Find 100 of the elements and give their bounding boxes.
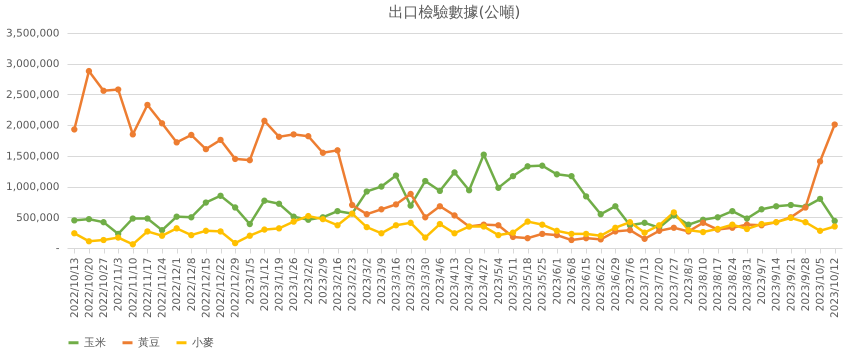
point	[246, 232, 253, 239]
point	[144, 228, 151, 235]
x-tick-label: 2022/11/24	[156, 257, 169, 318]
x-tick-label: 2023/2/16	[332, 257, 344, 312]
x-tick-label: 2023/7/27	[668, 258, 680, 312]
point	[598, 211, 604, 218]
point	[144, 102, 151, 108]
legend-label: 小麥	[192, 336, 214, 349]
point	[436, 188, 444, 194]
point	[729, 222, 736, 228]
point	[641, 229, 648, 236]
point	[582, 230, 590, 238]
point	[539, 222, 546, 228]
point	[816, 228, 824, 234]
x-tick-label: 2023/3/2	[361, 258, 374, 305]
x-tick-label: 2023/9/21	[785, 258, 798, 312]
point	[378, 230, 385, 236]
point	[466, 187, 472, 194]
point	[802, 219, 809, 226]
x-tick-label: 2023/6/22	[595, 258, 608, 312]
x-tick-label: 2023/1/26	[288, 257, 300, 312]
point	[582, 193, 590, 200]
point	[202, 146, 210, 152]
x-tick-label: 2022/10/27	[98, 258, 110, 318]
point	[554, 228, 560, 234]
point	[641, 236, 648, 242]
point	[188, 214, 194, 220]
x-tick-label: 2023/2/2	[302, 258, 315, 305]
point	[480, 151, 487, 158]
point	[495, 232, 502, 238]
y-tick-label: -	[56, 242, 60, 254]
x-tick-label: 2023/8/17	[712, 258, 724, 312]
x-tick-label: 2023/3/16	[390, 257, 403, 312]
x-tick-label: 2023/3/30	[420, 258, 432, 312]
chart-title: 出口檢驗數據(公噸)	[388, 3, 520, 21]
x-tick-label: 2023/3/9	[376, 258, 388, 305]
x-tick-label: 2022/12/15	[200, 258, 212, 318]
point	[832, 218, 838, 224]
x-tick-label: 2023/8/24	[726, 257, 739, 312]
point	[334, 208, 341, 214]
x-tick-label: 2022/11/10	[127, 258, 140, 318]
point	[276, 225, 282, 232]
point	[71, 217, 78, 224]
point	[407, 190, 414, 198]
x-tick-label: 2023/6/8	[566, 258, 578, 305]
point	[495, 184, 502, 191]
point	[100, 219, 107, 226]
point	[305, 212, 312, 220]
x-tick-label: 2023/9/7	[756, 258, 768, 305]
point	[392, 201, 400, 208]
x-tick-label: 2023/9/14	[770, 257, 783, 312]
point	[246, 220, 253, 228]
x-tick-label: 2023/5/25	[536, 258, 549, 312]
x-tick-label: 2023/4/20	[464, 258, 476, 312]
point	[348, 202, 356, 208]
point	[174, 225, 180, 232]
x-tick-label: 2023/8/3	[682, 258, 695, 305]
point	[261, 198, 268, 204]
point	[100, 236, 107, 244]
point	[670, 209, 677, 216]
point	[364, 211, 370, 218]
x-tick-label: 2022/12/1	[171, 258, 184, 312]
point	[773, 203, 780, 210]
point	[612, 224, 619, 231]
point	[714, 214, 721, 220]
point	[378, 183, 385, 190]
x-tick-label: 2022/11/3	[112, 258, 125, 312]
legend-label: 黃豆	[138, 336, 160, 349]
y-tick-label: 1,500,000	[6, 150, 60, 162]
point	[626, 227, 634, 234]
x-tick-label: 2023/10/5	[814, 258, 827, 312]
x-tick-label: 2023/1/5	[244, 258, 256, 305]
point	[115, 234, 122, 241]
point	[816, 196, 824, 202]
x-tick-label: 2023/2/9	[317, 258, 330, 305]
x-tick-label: 2023/5/18	[522, 258, 534, 312]
point	[305, 133, 312, 140]
point	[246, 157, 253, 164]
x-tick-label: 2023/1/19	[274, 258, 286, 312]
point	[130, 241, 136, 248]
point	[744, 226, 750, 232]
point	[364, 224, 370, 230]
point	[290, 131, 297, 138]
point	[568, 236, 575, 244]
x-tick-label: 2023/6/29	[610, 258, 622, 312]
point	[115, 86, 122, 93]
x-tick-label: 2023/4/27	[478, 258, 490, 312]
y-tick-label: 2,500,000	[6, 88, 60, 101]
point	[130, 215, 136, 222]
point	[188, 232, 194, 238]
point	[144, 215, 151, 222]
x-tick-label: 2022/12/8	[186, 258, 198, 312]
point	[100, 88, 107, 94]
point	[670, 224, 677, 231]
point	[422, 234, 428, 241]
point	[451, 169, 458, 176]
point	[685, 222, 692, 228]
point	[612, 203, 619, 210]
x-tick-label: 2022/12/22	[215, 258, 228, 318]
point	[392, 222, 400, 228]
